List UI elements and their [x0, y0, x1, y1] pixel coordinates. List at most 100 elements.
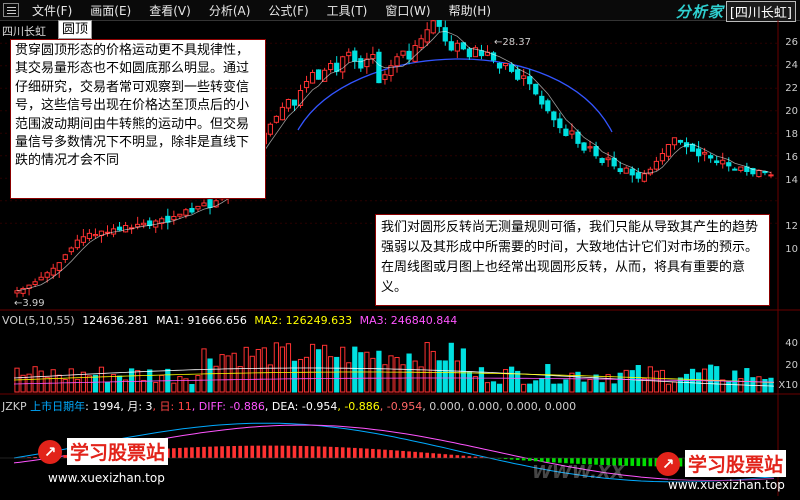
- ind-listing-label: 上市日期年: [30, 400, 86, 413]
- candle-body: [448, 41, 454, 51]
- candle-body: [56, 262, 62, 271]
- candle-body: [20, 288, 26, 294]
- axis-label-24: 24: [785, 60, 798, 71]
- volume-bar: [557, 383, 563, 393]
- candle-body: [635, 172, 641, 179]
- volume-bar: [98, 366, 105, 393]
- menu-view[interactable]: 查看(V): [149, 3, 191, 18]
- volume-bar: [62, 378, 68, 393]
- candle-body: [569, 130, 575, 135]
- menu-bar: 文件(F) 画面(E) 查看(V) 分析(A) 公式(F) 工具(T) 窗口(W…: [0, 0, 800, 22]
- candle-body: [581, 142, 587, 151]
- candle-body: [587, 146, 593, 149]
- low-price-annotation: ←3.99: [14, 298, 45, 309]
- candle-body: [122, 225, 129, 233]
- volume-bar: [122, 379, 129, 393]
- volume-bar: [539, 378, 545, 393]
- volume-bar: [768, 377, 774, 393]
- volume-bar: [424, 342, 430, 393]
- volume-bar: [436, 360, 442, 393]
- candle-body: [159, 218, 165, 224]
- candle-body: [116, 226, 123, 231]
- chart-area[interactable]: [0, 17, 800, 496]
- volume-bar: [448, 342, 454, 393]
- menu-analysis[interactable]: 分析(A): [208, 3, 251, 18]
- stock-name-tag: 四川长虹: [2, 25, 46, 38]
- candle-body: [328, 63, 334, 71]
- candle-body: [617, 168, 623, 172]
- watermark-corner: WWW.XX: [532, 462, 625, 483]
- candle-body: [400, 50, 406, 56]
- menu-file[interactable]: 文件(F): [32, 3, 73, 18]
- candle-body: [68, 247, 74, 253]
- candle-body: [424, 29, 430, 43]
- volume-bar: [671, 381, 678, 393]
- volume-bar: [472, 376, 479, 393]
- volume-bar: [56, 374, 62, 393]
- candle-body: [309, 72, 316, 84]
- volume-bar: [720, 379, 726, 393]
- volume-bar: [460, 348, 466, 393]
- volume-bar: [328, 356, 334, 393]
- menu-tools[interactable]: 工具(T): [326, 3, 368, 18]
- candle-body: [509, 64, 515, 72]
- candle-body: [478, 50, 485, 57]
- vol-axis-40: 40: [785, 338, 798, 349]
- candle-body: [340, 56, 346, 73]
- menu-formula[interactable]: 公式(F): [268, 3, 309, 18]
- candle-body: [599, 158, 605, 164]
- high-price-annotation: ←28.37: [494, 37, 532, 48]
- volume-bar: [454, 360, 460, 393]
- volume-bar: [683, 373, 690, 393]
- axis-label-26: 26: [785, 37, 798, 48]
- volume-bar: [521, 383, 527, 393]
- vol-ma3-line: [13, 377, 775, 385]
- candles: [14, 17, 774, 298]
- vol-ma2: MA2: 126249.633: [254, 314, 353, 327]
- candle-body: [358, 58, 364, 69]
- candle-body: [762, 171, 768, 174]
- volume-bar: [623, 369, 629, 393]
- vol-axis-20: 20: [785, 360, 798, 371]
- candle-body: [177, 213, 183, 217]
- vol-value: 124636.281: [82, 314, 149, 327]
- volume-bar: [756, 376, 762, 393]
- volume-bar: [581, 381, 587, 393]
- volume-bar: [726, 380, 732, 393]
- volume-bar: [708, 364, 714, 393]
- menu-help[interactable]: 帮助(H): [448, 3, 491, 18]
- candle-body: [346, 51, 352, 57]
- candle-body: [171, 216, 177, 221]
- brand-area: 分析家 [四川长虹]: [676, 1, 796, 22]
- volume-bar: [587, 378, 593, 393]
- candle-body: [418, 38, 424, 49]
- candle-body: [376, 51, 382, 84]
- volume-bar: [466, 371, 473, 393]
- volume-bar: [92, 374, 99, 393]
- volume-bar: [653, 370, 659, 393]
- volume-bar: [593, 374, 599, 393]
- volume-bar: [189, 383, 195, 393]
- candle-body: [38, 276, 44, 281]
- volume-bar: [249, 355, 255, 393]
- volume-bar: [744, 368, 750, 393]
- menu-window[interactable]: 窗口(W): [385, 3, 431, 18]
- candle-body: [653, 160, 659, 170]
- volume-bar: [129, 368, 135, 393]
- volume-bar: [207, 358, 213, 393]
- volume-bar: [418, 366, 424, 393]
- volume-bar: [442, 360, 448, 393]
- menu-view-screen[interactable]: 画面(E): [90, 3, 132, 18]
- app-menu-icon[interactable]: [3, 3, 19, 17]
- candle-body: [665, 144, 672, 157]
- candle-body: [279, 106, 286, 121]
- candle-body: [695, 148, 702, 157]
- volume-bar: [279, 346, 286, 393]
- candle-body: [472, 47, 479, 58]
- brand-stock: [四川长虹]: [725, 1, 796, 22]
- candle-body: [285, 99, 292, 109]
- candle-body: [14, 290, 20, 294]
- candle-body: [720, 159, 726, 165]
- candle-body: [575, 131, 581, 144]
- candle-body: [714, 160, 720, 164]
